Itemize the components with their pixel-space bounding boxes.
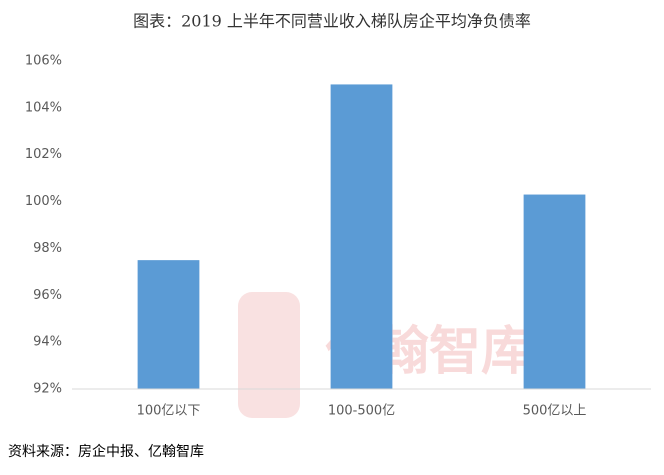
source-note: 资料来源：房企中报、亿翰智库 xyxy=(8,443,204,460)
x-tick-label: 100-500亿 xyxy=(328,404,395,419)
y-tick-label: 104% xyxy=(25,100,62,115)
watermark-logo xyxy=(238,292,300,418)
y-tick-label: 92% xyxy=(33,382,62,397)
y-tick-label: 106% xyxy=(25,54,62,69)
chart-title: 图表：2019 上半年不同营业收入梯队房企平均净负债率 xyxy=(133,12,531,31)
bar xyxy=(330,84,393,389)
y-tick-label: 96% xyxy=(33,288,62,303)
bar xyxy=(523,194,586,389)
y-tick-label: 98% xyxy=(33,241,62,256)
y-tick-label: 100% xyxy=(25,194,62,209)
bar xyxy=(137,260,200,389)
x-tick-label: 100亿以下 xyxy=(137,404,201,419)
y-tick-label: 94% xyxy=(33,335,62,350)
x-tick-label: 500亿以上 xyxy=(523,404,587,419)
y-tick-label: 102% xyxy=(25,147,62,162)
